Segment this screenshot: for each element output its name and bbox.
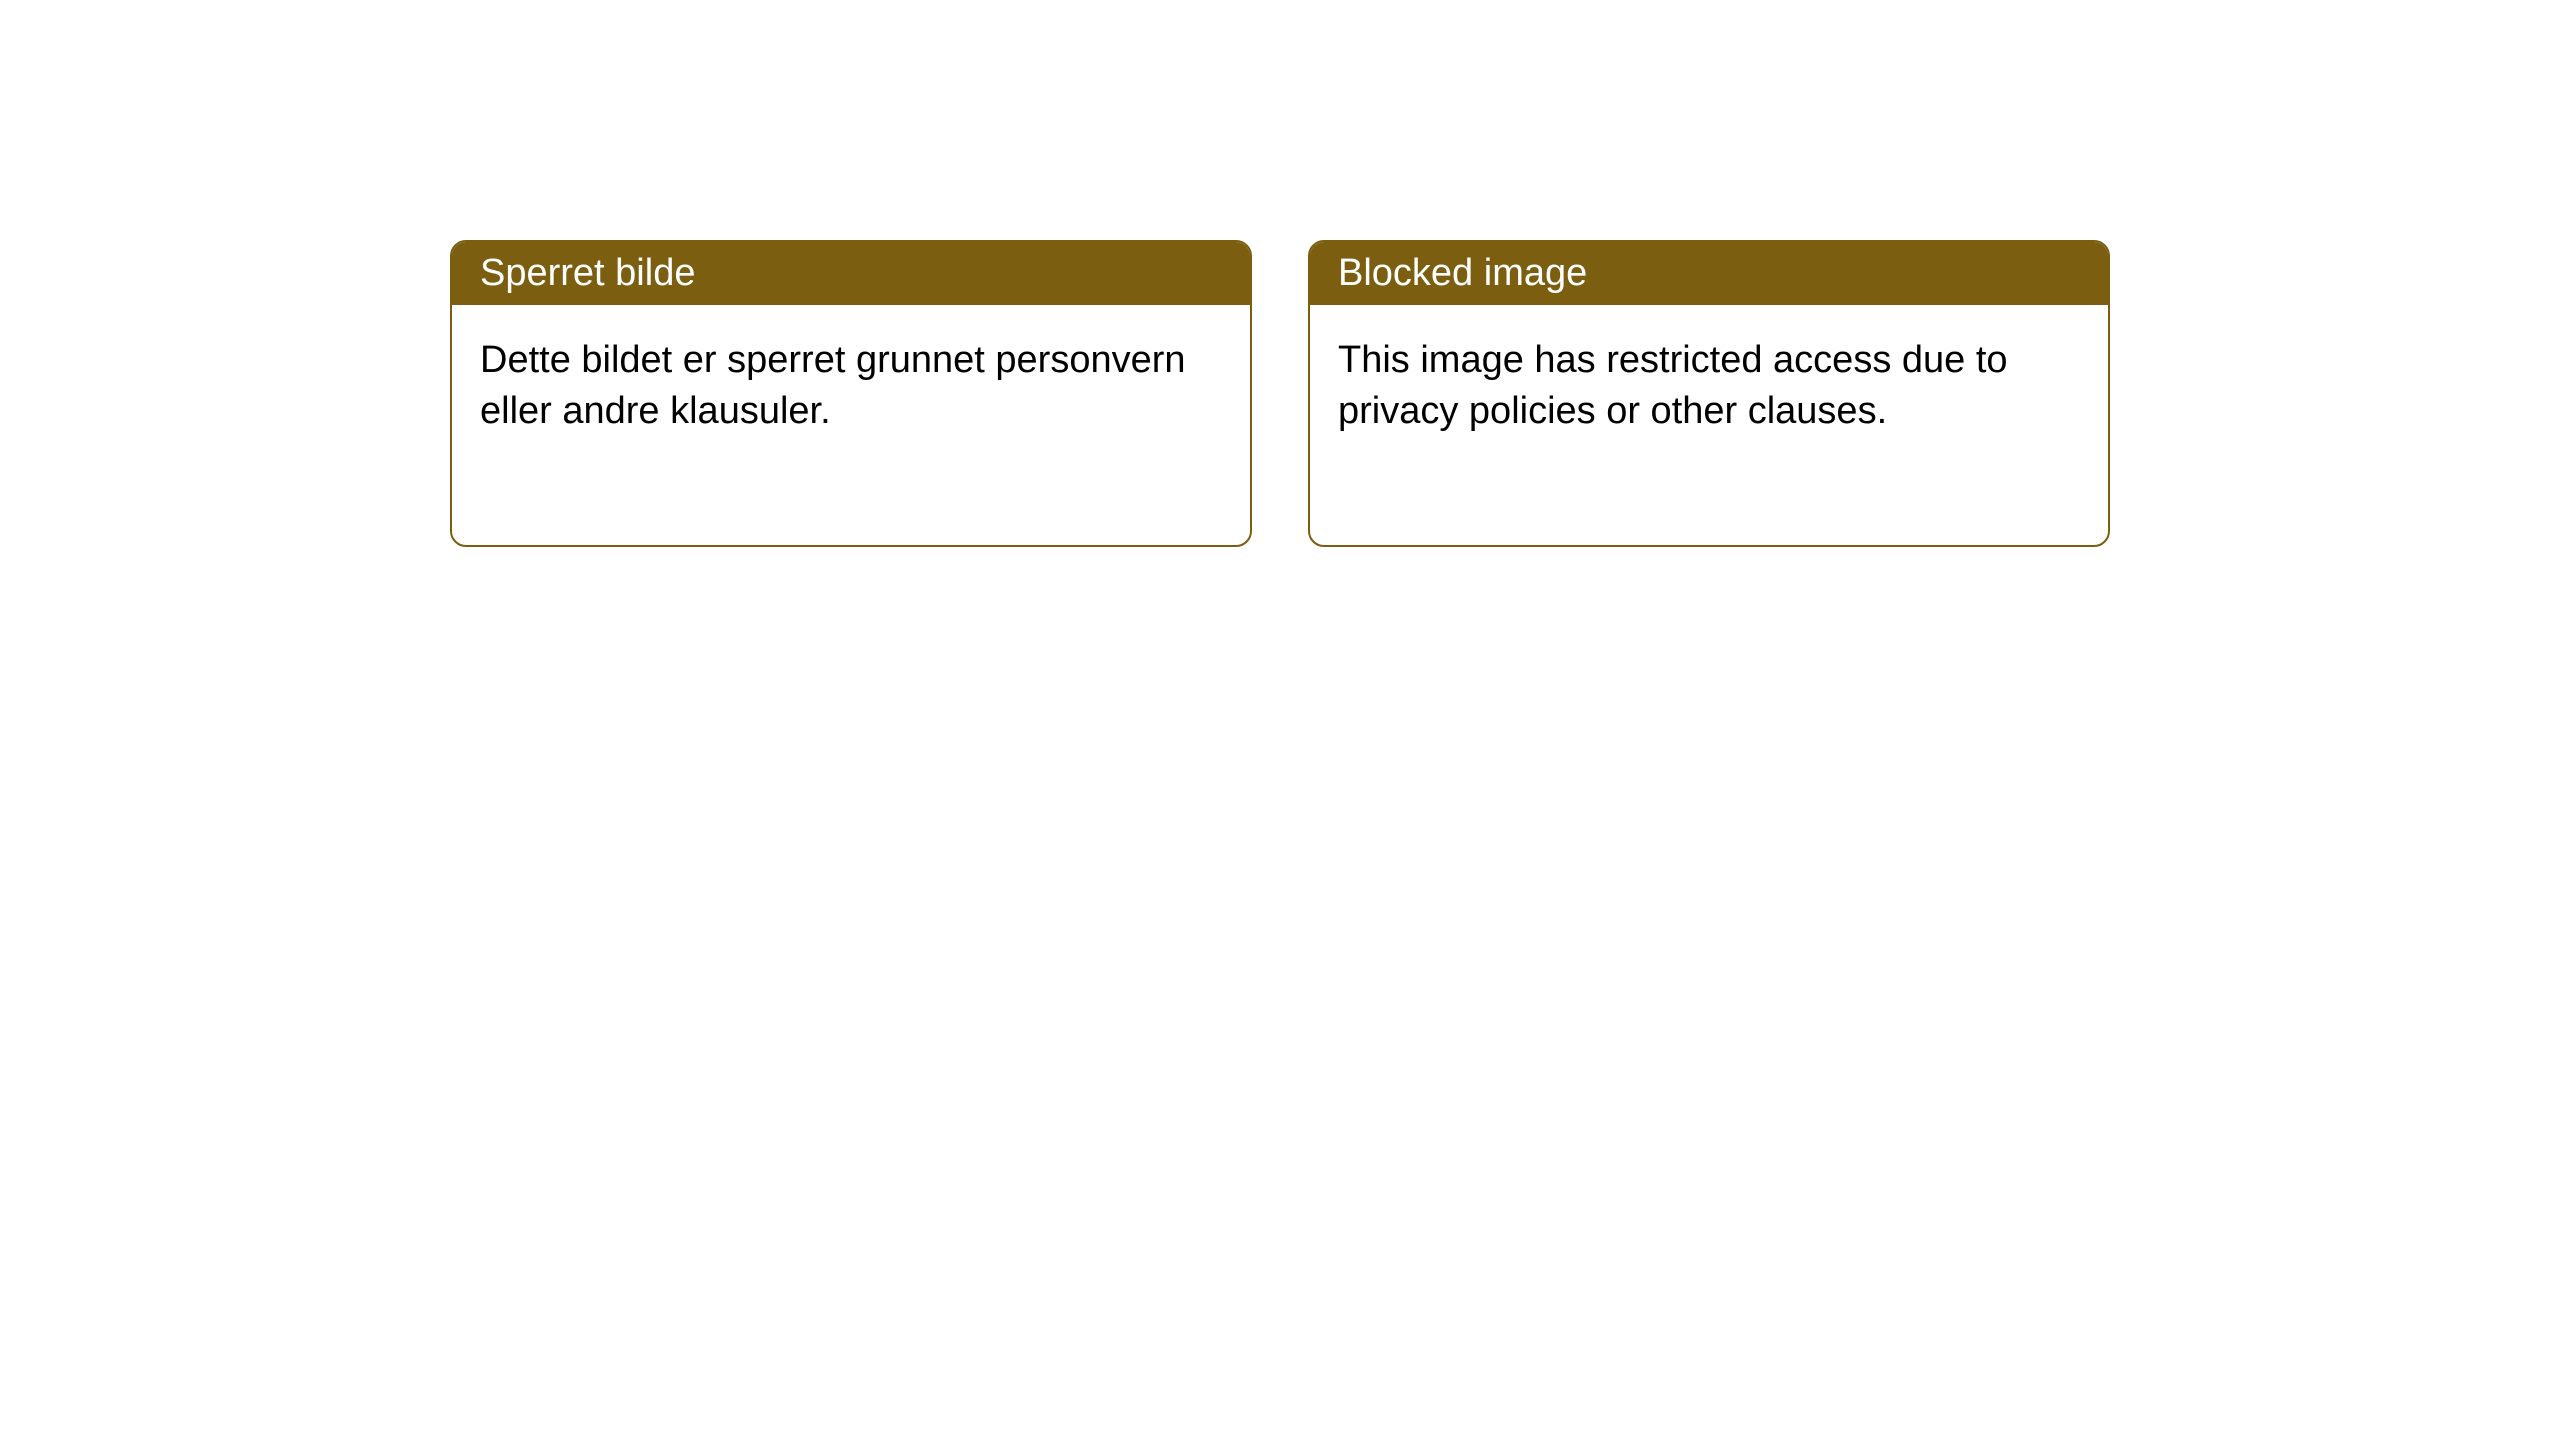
card-body: This image has restricted access due to … <box>1310 305 2108 545</box>
card-body: Dette bildet er sperret grunnet personve… <box>452 305 1250 545</box>
blocked-image-card-no: Sperret bilde Dette bildet er sperret gr… <box>450 240 1252 547</box>
card-header: Blocked image <box>1310 242 2108 305</box>
notice-cards-container: Sperret bilde Dette bildet er sperret gr… <box>450 240 2110 547</box>
card-title: Blocked image <box>1338 252 1587 294</box>
card-header: Sperret bilde <box>452 242 1250 305</box>
card-body-text: Dette bildet er sperret grunnet personve… <box>480 339 1186 432</box>
card-body-text: This image has restricted access due to … <box>1338 339 2008 432</box>
blocked-image-card-en: Blocked image This image has restricted … <box>1308 240 2110 547</box>
card-title: Sperret bilde <box>480 252 695 294</box>
